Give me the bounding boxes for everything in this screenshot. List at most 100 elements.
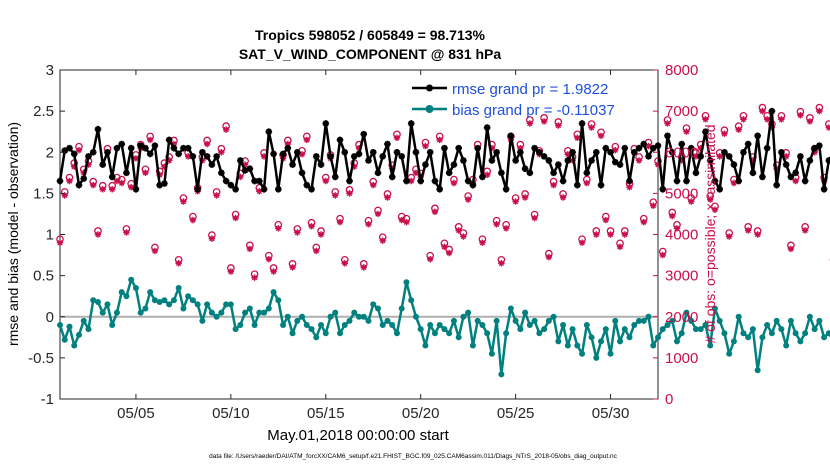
obs-assimilated-point [683,128,690,135]
y-right-tick-label: 3000 [665,268,698,285]
bias-point [493,317,500,324]
bias-point [374,305,381,312]
obs-assimilated-point [740,116,747,123]
rmse-point [730,161,738,168]
bias-point [569,326,576,333]
bias-point [522,309,529,316]
rmse-point [493,148,500,156]
obs-assimilated-point [151,247,159,255]
rmse-point [607,148,614,156]
rmse-point [445,169,453,177]
rmse-point [241,167,249,174]
rmse-point [436,185,443,193]
bias-point [526,321,533,328]
rmse-point [735,177,742,185]
obs-assimilated-point [730,179,738,187]
bias-point [825,330,830,337]
obs-assimilated-point [673,225,681,232]
bias-point [246,305,253,312]
rmse-point [417,177,424,185]
bias-point [337,330,344,337]
rmse-point [355,150,363,158]
bias-point [431,330,438,337]
y-left-tick-label: 1.5 [33,185,54,202]
x-tick-label: 05/15 [307,405,345,422]
obs-assimilated-point [370,181,377,189]
rmse-point [374,169,382,177]
rmse-point [645,153,652,160]
obs-assimilated-point [578,239,586,246]
obs-assimilated-point [241,161,249,168]
y-left-tick-label: 3 [46,62,54,79]
rmse-point [350,153,358,160]
obs-assimilated-point [127,184,135,191]
bias-point [479,321,486,328]
obs-assimilated-point [602,216,609,224]
bias-point [151,297,158,304]
rmse-point [151,142,159,149]
rmse-point [759,173,766,181]
bias-point [655,334,661,341]
bias-point [356,313,362,320]
y-right-tick-label: 5000 [665,185,698,202]
rmse-point [365,157,372,164]
obs-assimilated-point [218,149,225,156]
obs-assimilated-point [517,144,524,152]
legend-bias-marker [425,105,434,113]
rmse-point [678,140,686,148]
rmse-point [127,144,135,152]
bias-point [745,334,752,341]
rmse-point [806,157,814,164]
rmse-point [626,177,633,185]
rmse-point [531,144,538,152]
y-left-tick-label: 0 [46,309,54,326]
obs-assimilated-point [180,198,187,205]
bias-point [237,321,244,328]
y-axis-left-label: rmse and bias (model - observation) [5,122,21,346]
rmse-point [811,144,818,152]
bias-point [94,298,101,305]
rmse-point [412,148,420,156]
obs-assimilated-point [351,163,358,170]
obs-assimilated-point [365,221,372,228]
bias-point [289,330,296,337]
rmse-point [654,142,662,149]
rmse-point [85,153,92,160]
legend-rmse-label: rmse grand pr = 1.9822 [452,81,608,98]
bias-point [398,305,405,312]
rmse-point [312,153,320,160]
bias-point [711,305,718,312]
obs-assimilated-point [669,212,676,220]
obs-assimilated-point [94,231,102,238]
obs-assimilated-point [346,190,353,197]
bias-point [346,317,353,324]
obs-assimilated-point [550,181,557,189]
bias-point [194,301,201,308]
obs-assimilated-point [797,112,804,119]
obs-assimilated-point [526,120,534,127]
rmse-point [184,144,192,152]
rmse-point [649,144,657,152]
rmse-point [317,161,325,168]
bias-point [175,284,182,291]
obs-assimilated-point [540,118,548,125]
rmse-point [118,140,125,148]
rmse-point [336,136,344,144]
rmse-point [260,185,268,193]
obs-assimilated-point [90,181,97,189]
obs-assimilated-point [801,227,809,234]
obs-assimilated-point [607,231,614,238]
y-axis-right-label: # of obs: o=possible; ×=assimilated [702,124,718,343]
bias-point [232,326,239,333]
rmse-point [208,161,216,168]
rmse-point [602,144,610,152]
obs-assimilated-point [593,231,600,238]
rmse-point [70,150,78,158]
y-right-tick-label: 8000 [665,62,698,79]
bias-point [792,330,799,337]
obs-assimilated-point [455,227,462,234]
obs-count-markers [56,103,830,281]
bias-point [147,289,154,296]
obs-assimilated-point [825,124,830,131]
obs-assimilated-point [431,208,439,216]
